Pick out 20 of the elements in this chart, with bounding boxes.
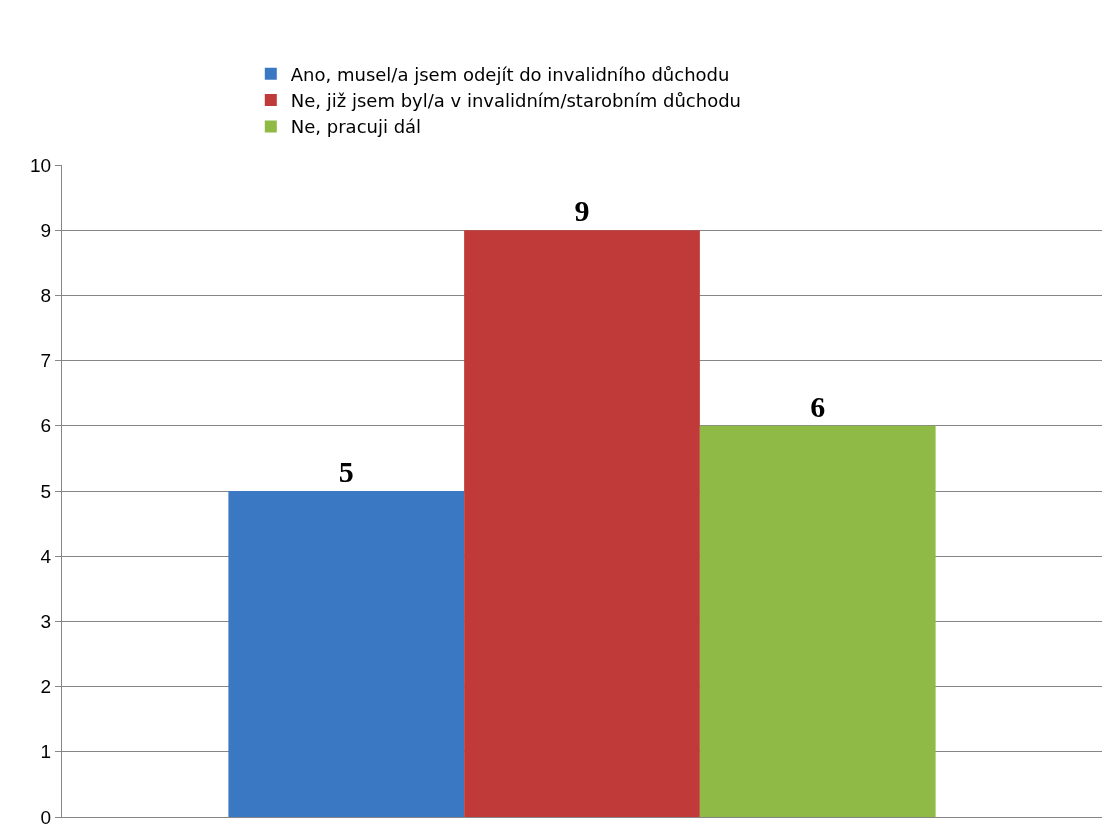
y-tick-label: 1 bbox=[40, 741, 52, 763]
bar bbox=[699, 425, 936, 817]
y-tick-label: 8 bbox=[40, 285, 52, 307]
bar bbox=[228, 491, 465, 817]
data-label: 5 bbox=[338, 455, 354, 488]
bar bbox=[464, 230, 700, 817]
data-label: 6 bbox=[810, 389, 826, 423]
y-tick-label: 4 bbox=[40, 545, 52, 567]
y-tick-label: 5 bbox=[40, 480, 52, 502]
y-tick-label: 2 bbox=[40, 676, 52, 698]
legend-label: Ne, pracuji dál bbox=[290, 116, 422, 138]
y-tick-label: 0 bbox=[40, 806, 52, 828]
y-tick-label: 3 bbox=[40, 611, 52, 633]
y-tick-label: 6 bbox=[40, 415, 52, 437]
y-tick-label: 9 bbox=[40, 219, 52, 241]
legend-label: Ne, již jsem byl/a v invalidním/starobním důchodu bbox=[290, 90, 742, 112]
y-tick-label: 10 bbox=[30, 154, 52, 176]
data-label: 9 bbox=[574, 194, 590, 228]
y-tick-label: 7 bbox=[40, 350, 52, 372]
legend-label: Ano, musel/a jsem odejít do invalidního důchodu bbox=[290, 63, 730, 85]
